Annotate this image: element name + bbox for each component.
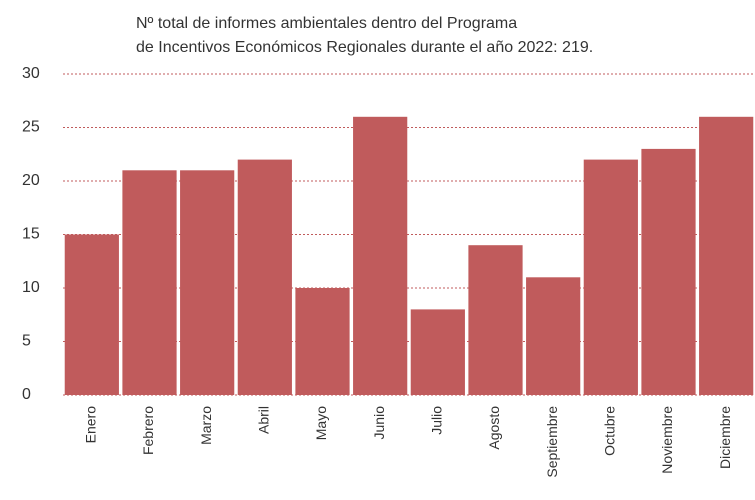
x-tick-label: Enero: [83, 406, 99, 444]
bar: [295, 288, 350, 395]
y-tick-label: 25: [22, 119, 40, 136]
bar: [180, 170, 235, 395]
chart-title: de Incentivos Económicos Regionales dura…: [136, 39, 593, 56]
x-tick-label: Noviembre: [659, 406, 675, 474]
bar: [122, 170, 177, 395]
chart-title: Nº total de informes ambientales dentro …: [136, 15, 517, 32]
y-tick-label: 15: [22, 226, 40, 243]
y-tick-label: 5: [22, 333, 31, 350]
bar: [526, 277, 581, 395]
bar: [468, 245, 523, 395]
x-tick-label: Diciembre: [717, 406, 733, 469]
bar: [237, 159, 292, 395]
bar: [583, 159, 638, 395]
x-tick-label: Octubre: [602, 406, 618, 456]
x-tick-label: Marzo: [198, 406, 214, 445]
x-tick-label: Febrero: [140, 406, 156, 455]
y-tick-label: 20: [22, 172, 40, 189]
bar: [641, 148, 696, 395]
y-tick-label: 0: [22, 386, 31, 403]
x-tick-label: Septiembre: [544, 406, 560, 478]
x-tick-label: Junio: [371, 406, 387, 440]
x-tick-label: Julio: [429, 406, 445, 435]
x-tick-label: Abril: [256, 406, 272, 434]
bar: [64, 234, 119, 395]
bar: [410, 309, 465, 395]
x-tick-label: Agosto: [486, 406, 502, 450]
x-tick-label: Mayo: [313, 406, 329, 440]
bar: [353, 116, 408, 396]
y-tick-label: 10: [22, 279, 40, 296]
bar: [699, 116, 754, 396]
y-tick-label: 30: [22, 65, 40, 82]
